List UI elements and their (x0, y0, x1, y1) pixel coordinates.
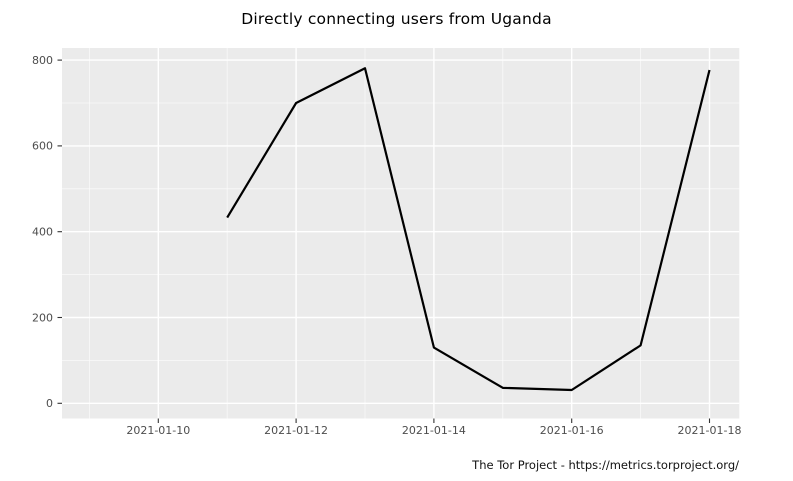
footer-attribution: The Tor Project - https://metrics.torpro… (472, 458, 739, 472)
x-tick-label: 2021-01-18 (678, 424, 742, 437)
gridlines (62, 48, 740, 419)
y-tick-label: 200 (32, 311, 53, 324)
chart-title: Directly connecting users from Uganda (241, 10, 552, 28)
y-tick-label: 600 (32, 140, 53, 153)
x-tick-label: 2021-01-14 (402, 424, 466, 437)
plot-panel (62, 48, 740, 419)
y-tick-label: 800 (32, 54, 53, 67)
x-tick-label: 2021-01-16 (540, 424, 604, 437)
data-line-users (226, 67, 711, 392)
x-tick-label: 2021-01-10 (126, 424, 190, 437)
y-tick-label: 400 (32, 226, 53, 239)
axis-tick-marks (57, 59, 711, 423)
y-tick-label: 0 (46, 397, 53, 410)
x-tick-label: 2021-01-12 (264, 424, 328, 437)
axis-tick-labels: 2021-01-10 2021-01-12 2021-01-14 2021-01-16… (32, 54, 741, 437)
